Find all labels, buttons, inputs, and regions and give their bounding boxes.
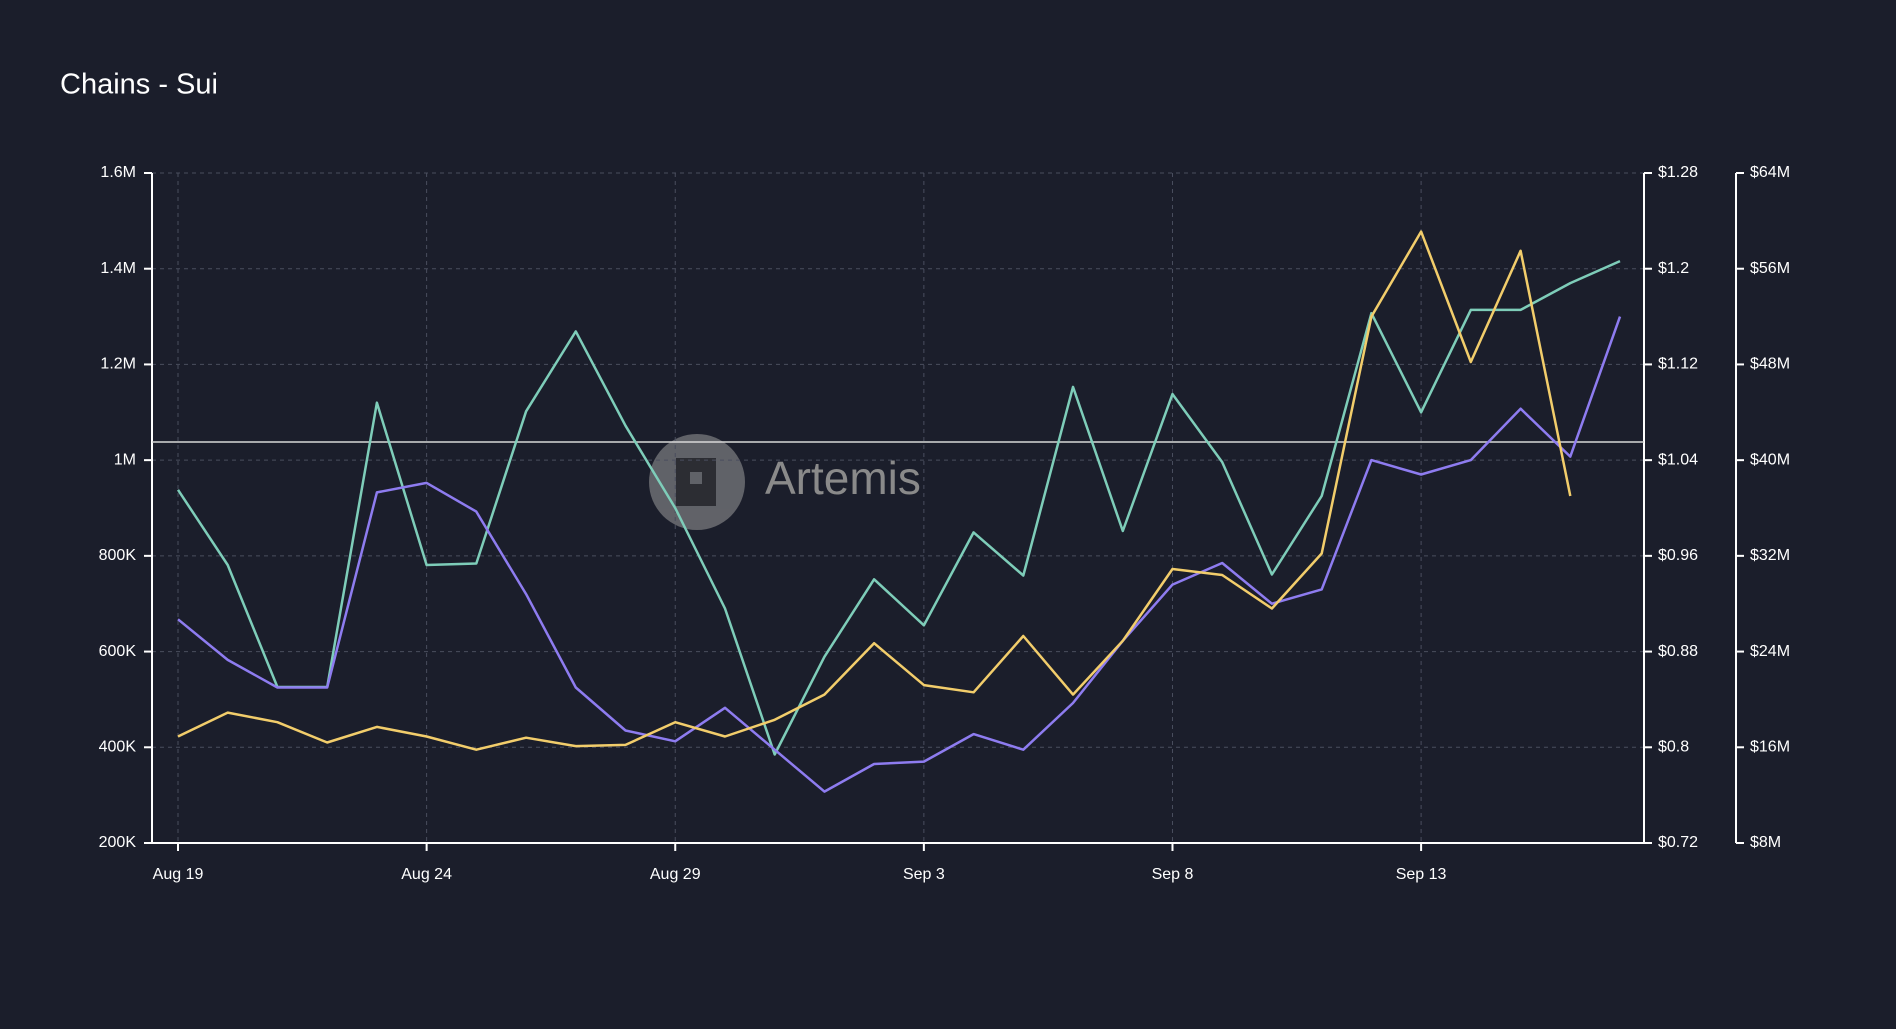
y-tick-label: $0.96 (1658, 547, 1698, 564)
chart-title: Chains - Sui (60, 69, 218, 101)
y-tick-label: $1.12 (1658, 356, 1698, 373)
series-line (177, 316, 1622, 793)
y-tick-label: 1.4M (100, 260, 136, 277)
y-tick-label: 1.6M (100, 164, 136, 181)
x-tick-label: Sep 13 (1396, 866, 1447, 883)
y-tick-label: 600K (99, 643, 137, 660)
watermark-logo (649, 434, 745, 530)
y-tick-label: 200K (99, 834, 137, 851)
y-tick-label: $1.2 (1658, 260, 1689, 277)
y-tick-label: $1.04 (1658, 451, 1698, 468)
x-tick-label: Sep 8 (1152, 866, 1194, 883)
x-tick-label: Aug 19 (153, 866, 204, 883)
y-tick-label: $56M (1750, 260, 1790, 277)
y-tick-label: 800K (99, 547, 137, 564)
y-tick-label: $0.72 (1658, 834, 1698, 851)
series-line (177, 230, 1572, 751)
y-tick-label: 1M (114, 451, 136, 468)
y-tick-label: $32M (1750, 547, 1790, 564)
y-tick-label: $8M (1750, 834, 1781, 851)
y-tick-label: $16M (1750, 739, 1790, 756)
y-tick-label: 1.2M (100, 356, 136, 373)
series-line (176, 259, 1621, 756)
y-tick-label: $40M (1750, 451, 1790, 468)
y-tick-label: 400K (99, 739, 137, 756)
x-tick-label: Sep 3 (903, 866, 945, 883)
y-tick-label: $1.28 (1658, 164, 1698, 181)
x-tick-label: Aug 29 (650, 866, 701, 883)
y-tick-label: $48M (1750, 356, 1790, 373)
watermark: Artemis (765, 452, 921, 504)
y-tick-label: $64M (1750, 164, 1790, 181)
x-tick-label: Aug 24 (401, 866, 452, 883)
y-tick-label: $24M (1750, 643, 1790, 660)
y-tick-label: $0.88 (1658, 643, 1698, 660)
y-tick-label: $0.8 (1658, 739, 1689, 756)
